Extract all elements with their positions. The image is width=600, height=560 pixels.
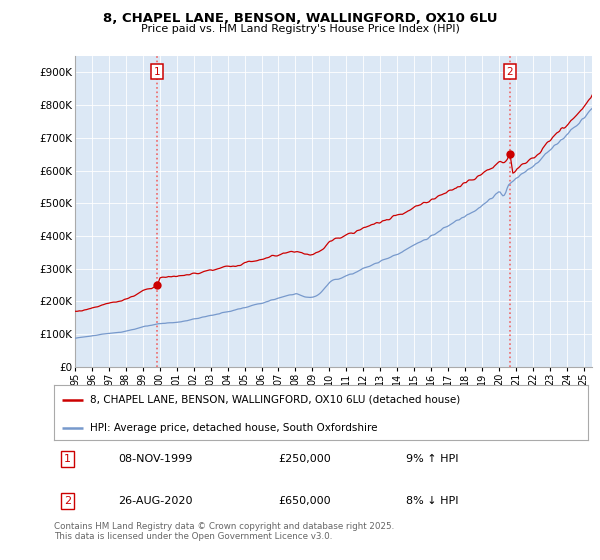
- Text: £250,000: £250,000: [278, 454, 331, 464]
- Text: 2: 2: [506, 67, 513, 77]
- Text: 08-NOV-1999: 08-NOV-1999: [118, 454, 193, 464]
- Text: 8, CHAPEL LANE, BENSON, WALLINGFORD, OX10 6LU (detached house): 8, CHAPEL LANE, BENSON, WALLINGFORD, OX1…: [91, 395, 461, 404]
- Text: 1: 1: [64, 454, 71, 464]
- Text: 1: 1: [154, 67, 161, 77]
- Text: £650,000: £650,000: [278, 496, 331, 506]
- Text: Price paid vs. HM Land Registry's House Price Index (HPI): Price paid vs. HM Land Registry's House …: [140, 24, 460, 34]
- Text: 8, CHAPEL LANE, BENSON, WALLINGFORD, OX10 6LU: 8, CHAPEL LANE, BENSON, WALLINGFORD, OX1…: [103, 12, 497, 25]
- Text: 8% ↓ HPI: 8% ↓ HPI: [406, 496, 459, 506]
- Text: 26-AUG-2020: 26-AUG-2020: [118, 496, 193, 506]
- Text: Contains HM Land Registry data © Crown copyright and database right 2025.
This d: Contains HM Land Registry data © Crown c…: [54, 522, 394, 542]
- Text: 2: 2: [64, 496, 71, 506]
- Text: 9% ↑ HPI: 9% ↑ HPI: [406, 454, 459, 464]
- Text: HPI: Average price, detached house, South Oxfordshire: HPI: Average price, detached house, Sout…: [91, 423, 378, 432]
